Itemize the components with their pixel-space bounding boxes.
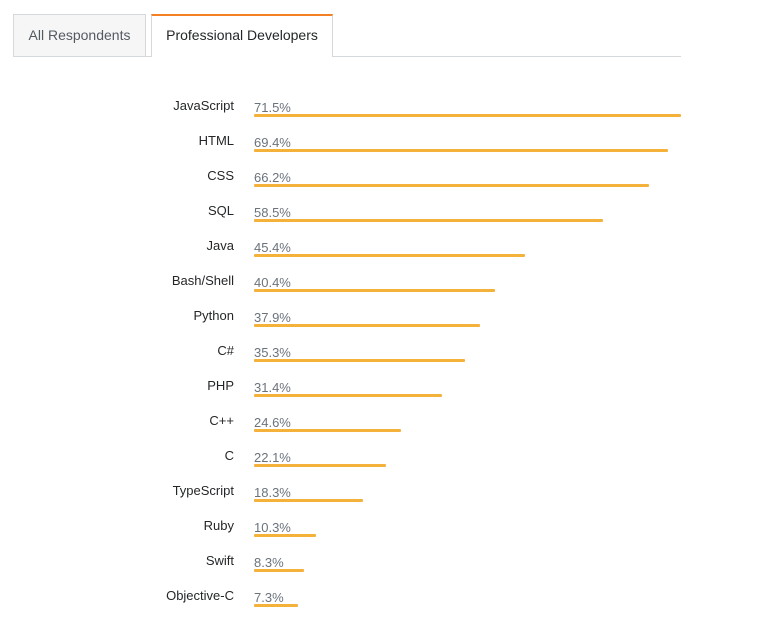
bar	[254, 359, 465, 362]
bar-category-label: Bash/Shell	[171, 273, 234, 288]
bar	[254, 254, 525, 257]
bar-value-label: 58.5%	[254, 205, 291, 220]
bar-value-label: 69.4%	[254, 135, 291, 150]
bar-category-label: JavaScript	[173, 98, 234, 113]
bar	[254, 534, 316, 537]
tab-bar: All Respondents Professional Developers	[13, 14, 681, 57]
bar-category-label: Objective-C	[166, 588, 234, 603]
bar-category-label: C	[224, 448, 234, 463]
bar	[254, 184, 649, 187]
bar-value-label: 35.3%	[254, 345, 291, 360]
bar-row: C 22.1%	[0, 447, 783, 482]
bar-category-label: HTML	[198, 133, 234, 148]
bar-value-label: 8.3%	[254, 555, 284, 570]
tab-professional-developers[interactable]: Professional Developers	[151, 14, 333, 57]
bar	[254, 219, 603, 222]
bar	[254, 569, 304, 572]
bar-value-label: 37.9%	[254, 310, 291, 325]
bar-row: Bash/Shell 40.4%	[0, 272, 783, 307]
bar-category-label: SQL	[207, 203, 234, 218]
bar-category-label: Ruby	[203, 518, 234, 533]
bar-value-label: 22.1%	[254, 450, 291, 465]
bar-category-label: Swift	[205, 553, 234, 568]
bar-category-label: Java	[206, 238, 234, 253]
bar-value-label: 40.4%	[254, 275, 291, 290]
bar	[254, 429, 401, 432]
bar-value-label: 18.3%	[254, 485, 291, 500]
bar-row: Python 37.9%	[0, 307, 783, 342]
bar	[254, 114, 681, 117]
bar-row: C++ 24.6%	[0, 412, 783, 447]
bar-row: SQL 58.5%	[0, 202, 783, 237]
tab-all-respondents[interactable]: All Respondents	[13, 14, 146, 56]
bar-value-label: 24.6%	[254, 415, 291, 430]
bar-row: CSS 66.2%	[0, 167, 783, 202]
bar-value-label: 10.3%	[254, 520, 291, 535]
bar-category-label: CSS	[207, 168, 234, 183]
bar-row: JavaScript 71.5%	[0, 97, 783, 132]
bar-category-label: C#	[217, 343, 234, 358]
bar	[254, 324, 480, 327]
bar-row: Swift 8.3%	[0, 552, 783, 587]
bar-row: Java 45.4%	[0, 237, 783, 272]
bar-row: HTML 69.4%	[0, 132, 783, 167]
bar-category-label: TypeScript	[172, 483, 234, 498]
bar	[254, 464, 386, 467]
bar-category-label: Python	[193, 308, 234, 323]
bar-row: PHP 31.4%	[0, 377, 783, 412]
bar-value-label: 71.5%	[254, 100, 291, 115]
bar-row: Objective-C 7.3%	[0, 587, 783, 622]
bar	[254, 394, 442, 397]
bar-row: Ruby 10.3%	[0, 517, 783, 552]
bar-value-label: 66.2%	[254, 170, 291, 185]
bar	[254, 149, 668, 152]
bar-category-label: PHP	[207, 378, 234, 393]
bar	[254, 499, 363, 502]
bar-category-label: C++	[209, 413, 234, 428]
bar-value-label: 45.4%	[254, 240, 291, 255]
bar-value-label: 7.3%	[254, 590, 284, 605]
bar	[254, 289, 495, 292]
bar-row: C# 35.3%	[0, 342, 783, 377]
bar-row: TypeScript 18.3%	[0, 482, 783, 517]
bar	[254, 604, 298, 607]
bar-value-label: 31.4%	[254, 380, 291, 395]
